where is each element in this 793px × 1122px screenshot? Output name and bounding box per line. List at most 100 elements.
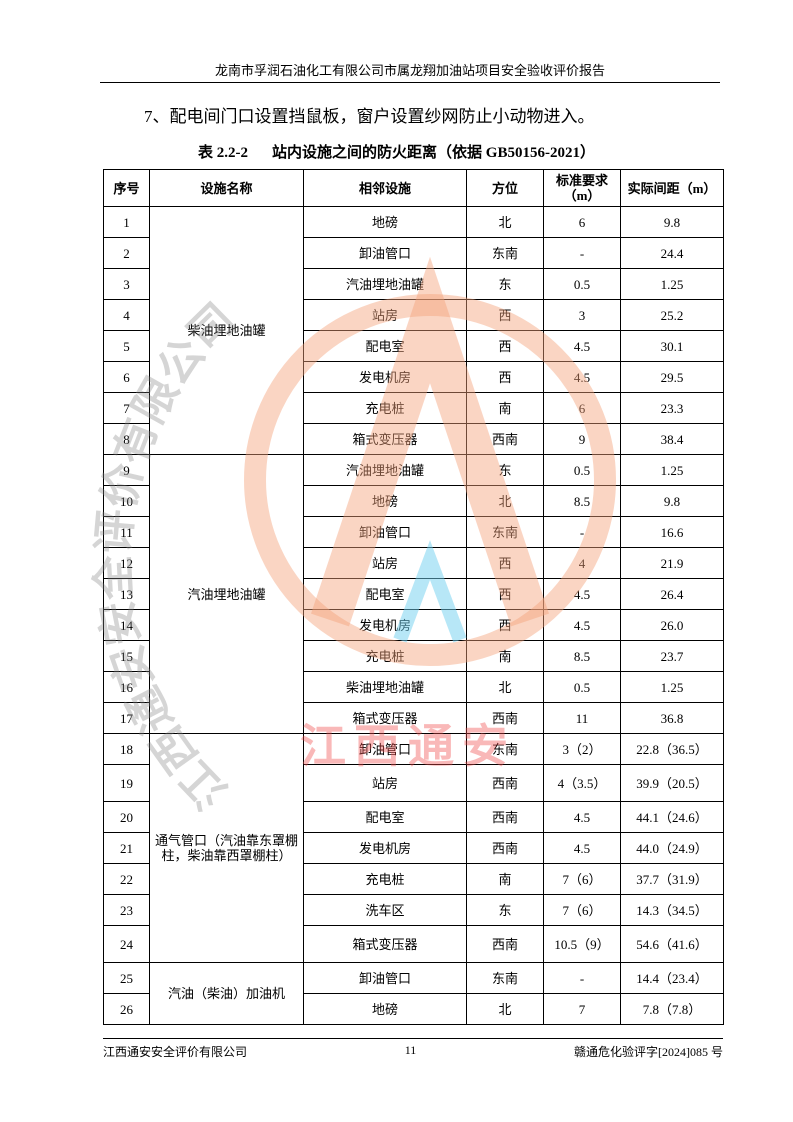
actual-distance: 23.7 [620, 640, 724, 672]
row-number: 18 [103, 733, 150, 765]
table-row: 4 站房西 3 25.2 [103, 299, 724, 331]
direction: 东南 [466, 962, 544, 994]
adjacent-facility: 配电室 [303, 330, 467, 362]
actual-distance: 14.3（34.5） [620, 894, 724, 926]
row-number: 10 [103, 485, 150, 517]
actual-distance: 38.4 [620, 423, 724, 455]
standard-distance: 7 [543, 993, 621, 1025]
actual-distance: 14.4（23.4） [620, 962, 724, 994]
standard-distance: - [543, 237, 621, 269]
direction: 西南 [466, 925, 544, 963]
direction: 北 [466, 206, 544, 238]
row-number: 14 [103, 609, 150, 641]
adjacent-facility: 站房 [303, 299, 467, 331]
table-row: 1 柴油埋地油罐 地磅北 6 9.8 [103, 206, 724, 455]
actual-distance: 1.25 [620, 268, 724, 300]
direction: 东南 [466, 237, 544, 269]
actual-distance: 1.25 [620, 454, 724, 486]
actual-distance: 9.8 [620, 206, 724, 238]
actual-distance: 7.8（7.8） [620, 993, 724, 1025]
standard-distance: 7（6） [543, 894, 621, 926]
adjacent-facility: 配电室 [303, 578, 467, 610]
actual-distance: 36.8 [620, 702, 724, 734]
standard-distance: 4.5 [543, 330, 621, 362]
direction: 西 [466, 330, 544, 362]
direction: 西南 [466, 423, 544, 455]
table-row: 17 箱式变压器 西南 11 36.8 [103, 702, 724, 734]
standard-distance: 4.5 [543, 801, 621, 833]
row-number: 25 [103, 962, 150, 994]
row-number: 21 [103, 832, 150, 864]
row-number: 26 [103, 993, 150, 1025]
standard-distance: 4.5 [543, 361, 621, 393]
row-number: 15 [103, 640, 150, 672]
direction: 东 [466, 454, 544, 486]
adjacent-facility: 充电桩 [303, 392, 467, 424]
standard-distance: - [543, 962, 621, 994]
standard-distance: 10.5（9） [543, 925, 621, 963]
direction: 西南 [466, 702, 544, 734]
direction: 南 [466, 640, 544, 672]
direction: 北 [466, 993, 544, 1025]
column-header: 方位 [466, 169, 544, 207]
column-header: 序号 [103, 169, 150, 207]
row-number: 23 [103, 894, 150, 926]
table-row: 16 柴油埋地油罐北 0.5 1.25 [103, 671, 724, 703]
standard-distance: 0.5 [543, 671, 621, 703]
actual-distance: 1.25 [620, 671, 724, 703]
footer: 江西通安安全评价有限公司 11 赣通危化验评字[2024]085 号 [103, 1038, 723, 1060]
actual-distance: 24.4 [620, 237, 724, 269]
direction: 北 [466, 485, 544, 517]
direction: 东 [466, 268, 544, 300]
table-row: 26 地磅北 7 7.8（7.8） [103, 993, 724, 1025]
adjacent-facility: 箱式变压器 [303, 423, 467, 455]
table-row: 22 充电桩南 7（6） 37.7（31.9） [103, 863, 724, 895]
table-row: 18 通气管口（汽油靠东罩棚柱，柴油靠西罩棚柱） 卸油管口 东南 3（2） 22.8（36… [103, 733, 724, 963]
standard-distance: 11 [543, 702, 621, 734]
table-row: 21 发电机房 西南 4.5 44.0（24.9） [103, 832, 724, 864]
table-row: 2 卸油管口 东南 -24.4 [103, 237, 724, 269]
adjacent-facility: 地磅 [303, 206, 467, 238]
direction: 西 [466, 299, 544, 331]
actual-distance: 16.6 [620, 516, 724, 548]
standard-distance: 4.5 [543, 832, 621, 864]
row-number: 11 [103, 516, 150, 548]
actual-distance: 54.6（41.6） [620, 925, 724, 963]
adjacent-facility: 站房 [303, 764, 467, 802]
direction: 南 [466, 863, 544, 895]
actual-distance: 39.9（20.5） [620, 764, 724, 802]
adjacent-facility: 汽油埋地油罐 [303, 454, 467, 486]
table-caption: 表 2.2-2 站内设施之间的防火距离（依据 GB50156-2021） [0, 141, 793, 162]
standard-distance: 4.5 [543, 578, 621, 610]
actual-distance: 23.3 [620, 392, 724, 424]
row-number: 12 [103, 547, 150, 579]
standard-distance: 3 [543, 299, 621, 331]
distance-table: 序号 设施名称 相邻设施 方位 标准要求（m） 实际间距（m） 1 柴油埋地油罐 地磅北 6 9.8… [103, 169, 724, 1025]
adjacent-facility: 汽油埋地油罐 [303, 268, 467, 300]
actual-distance: 29.5 [620, 361, 724, 393]
row-number: 3 [103, 268, 150, 300]
table-row: 9 汽油埋地油罐 汽油埋地油罐东 0.5 1.25 [103, 454, 724, 734]
adjacent-facility: 发电机房 [303, 832, 467, 864]
standard-distance: 4.5 [543, 609, 621, 641]
direction: 西 [466, 547, 544, 579]
column-header: 实际间距（m） [620, 169, 724, 207]
adjacent-facility: 地磅 [303, 485, 467, 517]
adjacent-facility: 箱式变压器 [303, 925, 467, 963]
table-row: 19 站房 西南 4（3.5） 39.9（20.5） [103, 764, 724, 802]
adjacent-facility: 柴油埋地油罐 [303, 671, 467, 703]
adjacent-facility: 站房 [303, 547, 467, 579]
row-number: 5 [103, 330, 150, 362]
row-number: 17 [103, 702, 150, 734]
table-row: 11 卸油管口 东南 -16.6 [103, 516, 724, 548]
paragraph: 7、配电间门口设置挡鼠板，窗户设置纱网防止小动物进入。 [144, 107, 595, 126]
adjacent-facility: 卸油管口 [303, 237, 467, 269]
adjacent-facility: 洗车区 [303, 894, 467, 926]
row-number: 8 [103, 423, 150, 455]
direction: 西 [466, 609, 544, 641]
direction: 西 [466, 361, 544, 393]
row-number: 1 [103, 206, 150, 238]
row-number: 7 [103, 392, 150, 424]
standard-distance: 4 [543, 547, 621, 579]
facility-name: 汽油埋地油罐 [149, 454, 304, 734]
